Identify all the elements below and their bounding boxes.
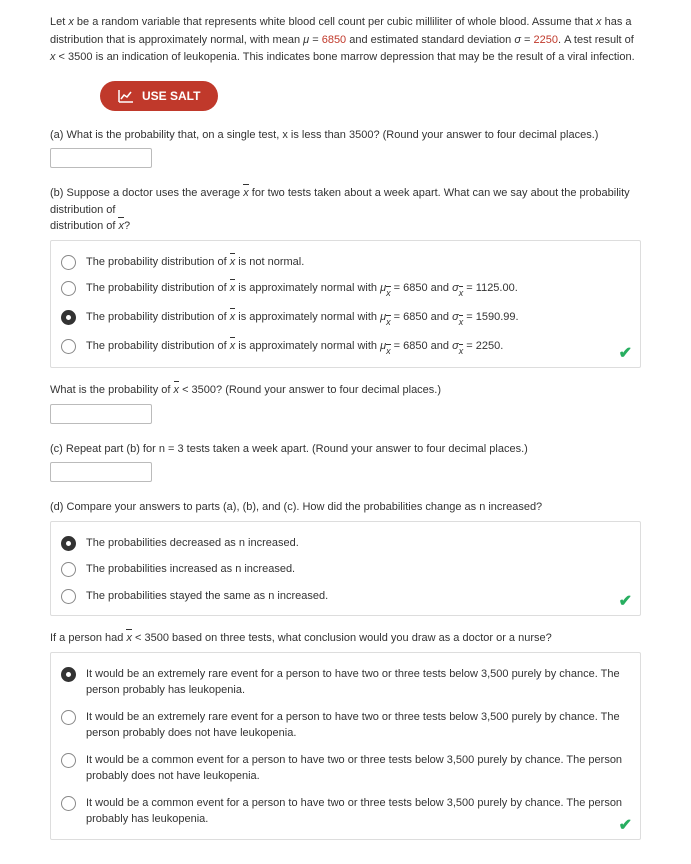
option-row[interactable]: It would be an extremely rare event for … — [61, 661, 630, 704]
part-b-input[interactable] — [50, 404, 152, 424]
option-row[interactable]: The probabilities decreased as n increas… — [61, 530, 630, 557]
part-d: (d) Compare your answers to parts (a), (… — [50, 499, 641, 616]
salt-label: USE SALT — [142, 89, 200, 103]
part-a-text: (a) What is the probability that, on a s… — [50, 127, 641, 144]
option-row[interactable]: The probability distribution of x is not… — [61, 249, 630, 276]
check-icon: ✔ — [619, 815, 632, 835]
part-b-intro: (b) Suppose a doctor uses the average x … — [50, 185, 641, 235]
part-c-input[interactable] — [50, 462, 152, 482]
radio-icon[interactable] — [61, 753, 76, 768]
radio-icon[interactable] — [61, 562, 76, 577]
option-row[interactable]: The probability distribution of x is app… — [61, 333, 630, 362]
chart-icon — [118, 89, 134, 103]
option-row[interactable]: It would be an extremely rare event for … — [61, 704, 630, 747]
part-b-options: The probability distribution of x is not… — [50, 240, 641, 369]
part-c-text: (c) Repeat part (b) for n = 3 tests take… — [50, 441, 641, 458]
radio-icon[interactable] — [61, 589, 76, 604]
radio-icon[interactable] — [61, 667, 76, 682]
use-salt-button[interactable]: USE SALT — [100, 81, 218, 111]
option-row[interactable]: The probability distribution of x is app… — [61, 304, 630, 333]
option-row[interactable]: The probabilities increased as n increas… — [61, 556, 630, 583]
part-a: (a) What is the probability that, on a s… — [50, 127, 641, 172]
radio-icon[interactable] — [61, 310, 76, 325]
conclusion-options: It would be an extremely rare event for … — [50, 652, 641, 840]
part-b: (b) Suppose a doctor uses the average x … — [50, 185, 641, 368]
problem-intro: Let x be a random variable that represen… — [50, 14, 641, 67]
conclusion: If a person had x < 3500 based on three … — [50, 630, 641, 840]
radio-icon[interactable] — [61, 281, 76, 296]
radio-icon[interactable] — [61, 339, 76, 354]
part-d-options: The probabilities decreased as n increas… — [50, 521, 641, 617]
intro-text: Let — [50, 16, 68, 28]
radio-icon[interactable] — [61, 796, 76, 811]
radio-icon[interactable] — [61, 255, 76, 270]
option-row[interactable]: The probability distribution of x is app… — [61, 275, 630, 304]
option-row[interactable]: It would be a common event for a person … — [61, 790, 630, 833]
radio-icon[interactable] — [61, 710, 76, 725]
part-b-prob: What is the probability of x < 3500? (Ro… — [50, 382, 641, 427]
radio-icon[interactable] — [61, 536, 76, 551]
check-icon: ✔ — [619, 591, 632, 611]
option-row[interactable]: The probabilities stayed the same as n i… — [61, 583, 630, 610]
part-c: (c) Repeat part (b) for n = 3 tests take… — [50, 441, 641, 486]
option-row[interactable]: It would be a common event for a person … — [61, 747, 630, 790]
check-icon: ✔ — [619, 343, 632, 363]
part-d-text: (d) Compare your answers to parts (a), (… — [50, 499, 641, 516]
part-a-input[interactable] — [50, 148, 152, 168]
